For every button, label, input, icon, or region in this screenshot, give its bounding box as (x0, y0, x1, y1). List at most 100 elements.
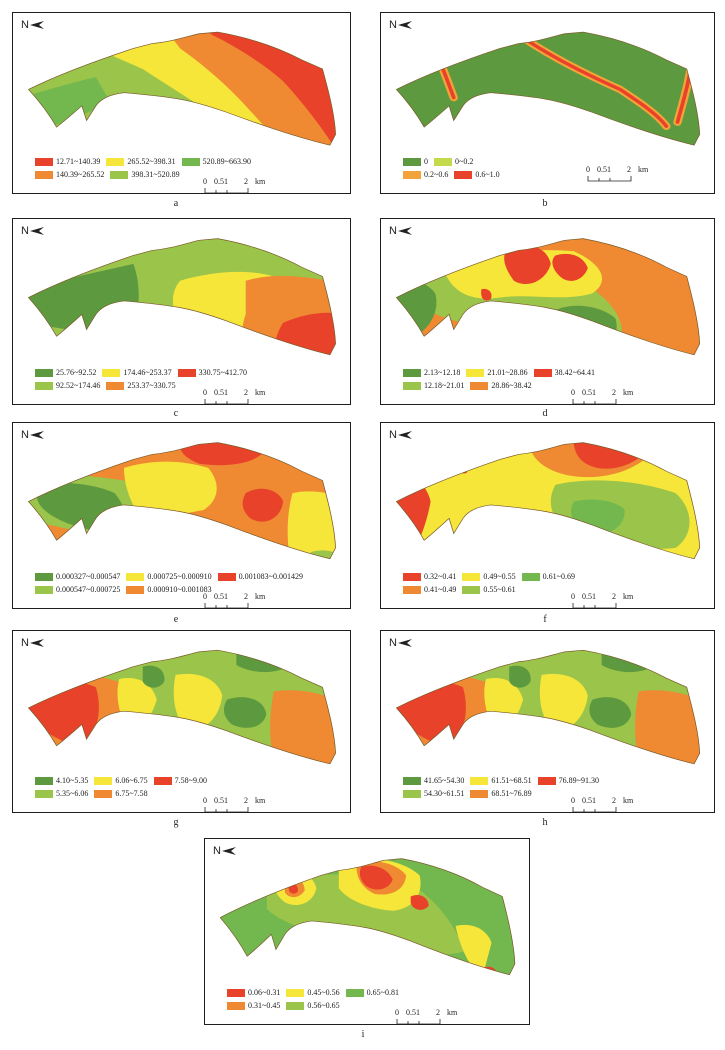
zone-7 (223, 697, 267, 728)
north-arrow-icon (397, 227, 412, 236)
legend-item: 21.01~28.86 (466, 368, 528, 377)
legend-label: 54.30~61.51 (424, 789, 465, 798)
panel-caption: d (542, 408, 548, 419)
legend-swatch (533, 368, 552, 377)
scale-tick-label: 1 (224, 177, 228, 186)
legend-swatch (470, 789, 489, 798)
map-panel-h: N 41.65~54.30 61.51~68.51 76.89~91.30 54.30~… (380, 630, 715, 813)
panel-caption: f (543, 614, 547, 625)
legend-swatch (462, 572, 481, 581)
legend-swatch (403, 585, 421, 594)
legend-item: 330.75~412.70 (177, 368, 247, 377)
map-panel-c: N 25.76~92.52 174.46~253.37 330.75~412.70 92… (12, 218, 351, 405)
scale-tick-label: 0 (203, 177, 207, 186)
legend-swatch (403, 572, 421, 581)
legend-swatch (521, 572, 540, 581)
zone-5 (635, 690, 700, 764)
legend-label: 330.75~412.70 (198, 368, 247, 377)
north-arrow-icon (397, 639, 412, 648)
north-label: N (21, 19, 29, 31)
scale-tick-label: 2 (244, 592, 248, 601)
panel-caption: c (173, 408, 179, 419)
legend-label: 2.13~12.18 (424, 368, 461, 377)
legend-item: 0.55~0.61 (462, 585, 516, 594)
map-surface (27, 31, 336, 146)
legend-item: 0.56~0.65 (286, 1001, 340, 1010)
north-arrow-icon (397, 21, 412, 30)
legend-label: 92.52~174.46 (56, 381, 101, 390)
legend-swatch (403, 381, 421, 390)
legend-label: 5.35~6.06 (56, 789, 89, 798)
legend-label: 0.56~0.65 (307, 1001, 340, 1010)
legend-swatch (466, 368, 485, 377)
legend-label: 0.2~0.6 (424, 170, 449, 179)
scale-bar-line (204, 603, 249, 608)
scale-tick-label: 1 (592, 796, 596, 805)
north-label: N (389, 429, 397, 441)
legend-swatch (110, 170, 129, 179)
legend-swatch (286, 1001, 305, 1010)
scale-bar-line (572, 807, 617, 812)
scale-bar-line (396, 1019, 441, 1024)
legend-swatch (181, 157, 200, 166)
map-surface (395, 649, 701, 765)
legend: 0.32~0.41 0.49~0.55 0.61~0.69 0.41~0.49 0.55… (403, 570, 581, 596)
map-panel-d: N 2.13~12.18 21.01~28.86 38.42~64.41 12.18~2… (380, 218, 715, 405)
north-label: N (389, 19, 397, 31)
north-arrow: N (389, 19, 413, 31)
legend-swatch (35, 789, 53, 798)
legend: 12.71~140.39 265.52~398.31 520.89~663.90 14… (35, 155, 257, 181)
scale-tick-label: 2 (436, 1008, 440, 1017)
map-panel-e: N 0.000327~0.000547 0.000725~0.000910 0.001… (12, 422, 351, 609)
zone-8 (410, 894, 429, 910)
legend-item: 54.30~61.51 (403, 789, 464, 798)
legend-swatch (403, 170, 421, 179)
scale-tick-label: 0 (395, 1008, 399, 1017)
legend: 0.06~0.31 0.45~0.56 0.65~0.81 0.31~0.45 0.56… (227, 986, 405, 1012)
zone-5 (307, 550, 336, 559)
study-area-outline (27, 31, 336, 146)
legend: 0 0~0.2 0.2~0.6 0.6~1.0 (403, 155, 506, 181)
legend-label: 0.001083~0.001429 (238, 572, 303, 581)
fault-buffer-1 (507, 32, 669, 128)
zone-6 (509, 665, 531, 688)
scale-unit: km (447, 1008, 458, 1017)
legend-swatch (286, 988, 305, 997)
legend-label: 398.31~520.89 (131, 170, 180, 179)
north-arrow: N (21, 225, 45, 237)
map-surface (27, 649, 336, 765)
scale-tick-label: 2 (244, 177, 248, 186)
north-arrow: N (21, 19, 45, 31)
north-arrow-icon (397, 431, 412, 440)
legend-item: 0.06~0.31 (227, 988, 280, 997)
legend-swatch (102, 368, 121, 377)
map-panel-f: N 0.32~0.41 0.49~0.55 0.61~0.69 0.41~0.49 0.5… (380, 422, 715, 609)
legend-item: 0.49~0.55 (462, 572, 516, 581)
scale-tick-label: 0.5 (597, 165, 607, 174)
north-label: N (21, 637, 29, 649)
legend-label: 0.49~0.55 (483, 572, 516, 581)
legend-item: 41.65~54.30 (403, 776, 464, 785)
scale-tick-label: 0 (203, 388, 207, 397)
legend-item: 0 (403, 157, 428, 166)
legend-item: 28.86~38.42 (470, 381, 532, 390)
legend-label: 21.01~28.86 (487, 368, 528, 377)
legend-item: 68.51~76.89 (470, 789, 532, 798)
legend-label: 0.61~0.69 (542, 572, 575, 581)
map-panel-g: N 4.10~5.35 6.06~6.75 7.58~9.00 5.35~6.06 6.7… (12, 630, 351, 813)
legend: 41.65~54.30 61.51~68.51 76.89~91.30 54.30~6… (403, 774, 605, 800)
legend-item: 0~0.2 (434, 157, 473, 166)
scale-tick-label: 0.5 (214, 388, 224, 397)
legend-swatch (126, 572, 145, 581)
legend-swatch (345, 988, 364, 997)
legend-swatch (403, 776, 421, 785)
study-area-outline (27, 649, 336, 765)
legend-label: 12.71~140.39 (56, 157, 101, 166)
legend-label: 6.75~7.58 (115, 789, 148, 798)
scale-tick-label: 2 (244, 796, 248, 805)
legend-label: 76.89~91.30 (558, 776, 599, 785)
legend-item: 2.13~12.18 (403, 368, 460, 377)
legend-swatch (403, 368, 421, 377)
legend-swatch (227, 1001, 245, 1010)
legend-item: 25.76~92.52 (35, 368, 96, 377)
